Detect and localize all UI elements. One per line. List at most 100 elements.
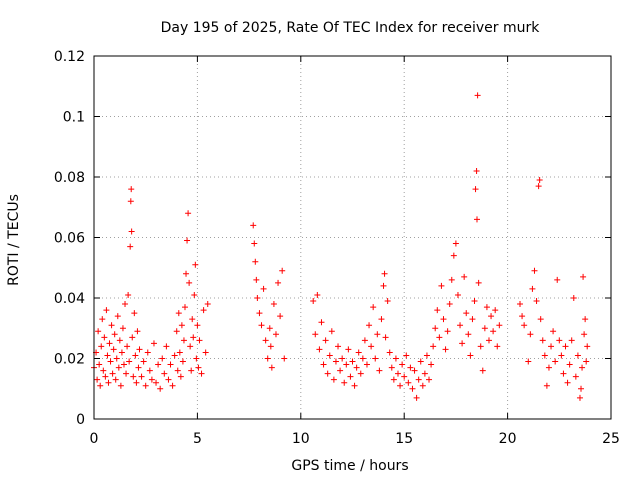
data-point — [251, 240, 258, 247]
data-point — [343, 361, 350, 368]
data-point — [463, 310, 470, 317]
data-point — [479, 367, 486, 374]
data-point — [328, 328, 335, 335]
data-point — [184, 237, 191, 244]
data-point — [381, 270, 388, 277]
data-point — [492, 307, 499, 314]
data-point — [382, 334, 389, 341]
data-point — [316, 346, 323, 353]
data-point — [122, 301, 129, 308]
data-point — [386, 349, 393, 356]
data-point — [123, 370, 130, 377]
data-point — [388, 364, 395, 371]
data-point — [191, 291, 198, 298]
data-point — [190, 334, 197, 341]
data-point — [104, 352, 111, 359]
data-point — [552, 358, 559, 365]
y-tick-label: 0.02 — [54, 352, 85, 368]
data-point — [457, 322, 464, 329]
data-point — [459, 340, 466, 347]
data-point — [533, 298, 540, 305]
data-point — [196, 337, 203, 344]
data-point — [155, 361, 162, 368]
data-point — [473, 167, 480, 174]
data-point — [98, 343, 105, 350]
data-point — [107, 358, 114, 365]
data-point — [399, 361, 406, 368]
data-point — [337, 367, 344, 374]
data-point — [517, 301, 524, 308]
y-tick-label: 0 — [76, 412, 85, 428]
data-point — [157, 385, 164, 392]
data-point — [194, 322, 201, 329]
data-point — [574, 352, 581, 359]
data-point — [114, 313, 121, 320]
data-point — [475, 279, 482, 286]
data-point — [115, 364, 122, 371]
data-point — [473, 216, 480, 223]
data-point — [430, 343, 437, 350]
data-point — [550, 328, 557, 335]
data-point — [543, 382, 550, 389]
data-point — [178, 322, 185, 329]
data-point — [519, 313, 526, 320]
data-point — [562, 343, 569, 350]
data-point — [188, 367, 195, 374]
data-point — [452, 240, 459, 247]
data-point — [428, 361, 435, 368]
x-tick-label: 10 — [292, 431, 310, 447]
data-point — [105, 379, 112, 386]
data-point — [118, 349, 125, 356]
data-point — [128, 228, 135, 235]
data-point — [185, 210, 192, 217]
data-point — [256, 310, 263, 317]
data-point — [102, 373, 109, 380]
data-point — [378, 316, 385, 323]
data-point — [132, 352, 139, 359]
data-point — [262, 337, 269, 344]
data-point — [370, 304, 377, 311]
data-point — [583, 358, 590, 365]
data-point — [397, 382, 404, 389]
data-point — [576, 394, 583, 401]
data-point — [186, 279, 193, 286]
y-tick-label: 0.06 — [54, 231, 85, 247]
x-axis-label: GPS time / hours — [291, 458, 408, 474]
data-point — [407, 364, 414, 371]
data-point — [110, 346, 117, 353]
data-point — [119, 325, 126, 332]
data-point — [527, 331, 534, 338]
data-point — [100, 367, 107, 374]
data-point — [366, 322, 373, 329]
data-point — [120, 361, 127, 368]
data-point — [165, 376, 172, 383]
data-point — [401, 373, 408, 380]
data-point — [99, 316, 106, 323]
data-point — [275, 279, 282, 286]
y-tick-label: 0.12 — [54, 49, 85, 65]
data-point — [353, 364, 360, 371]
data-point — [171, 352, 178, 359]
data-point — [204, 301, 211, 308]
data-point — [581, 331, 588, 338]
data-point — [163, 343, 170, 350]
data-point — [539, 337, 546, 344]
data-point — [411, 367, 418, 374]
x-tick-label: 15 — [395, 431, 413, 447]
data-point — [434, 307, 441, 314]
data-point — [181, 304, 188, 311]
data-point — [481, 325, 488, 332]
data-point — [126, 358, 133, 365]
data-point — [409, 385, 416, 392]
data-point — [432, 325, 439, 332]
data-point — [161, 370, 168, 377]
data-point — [341, 379, 348, 386]
data-point — [529, 285, 536, 292]
data-point — [112, 376, 119, 383]
data-point — [345, 346, 352, 353]
data-point — [554, 276, 561, 283]
data-point — [570, 295, 577, 301]
data-point — [564, 379, 571, 386]
data-point — [116, 337, 123, 344]
